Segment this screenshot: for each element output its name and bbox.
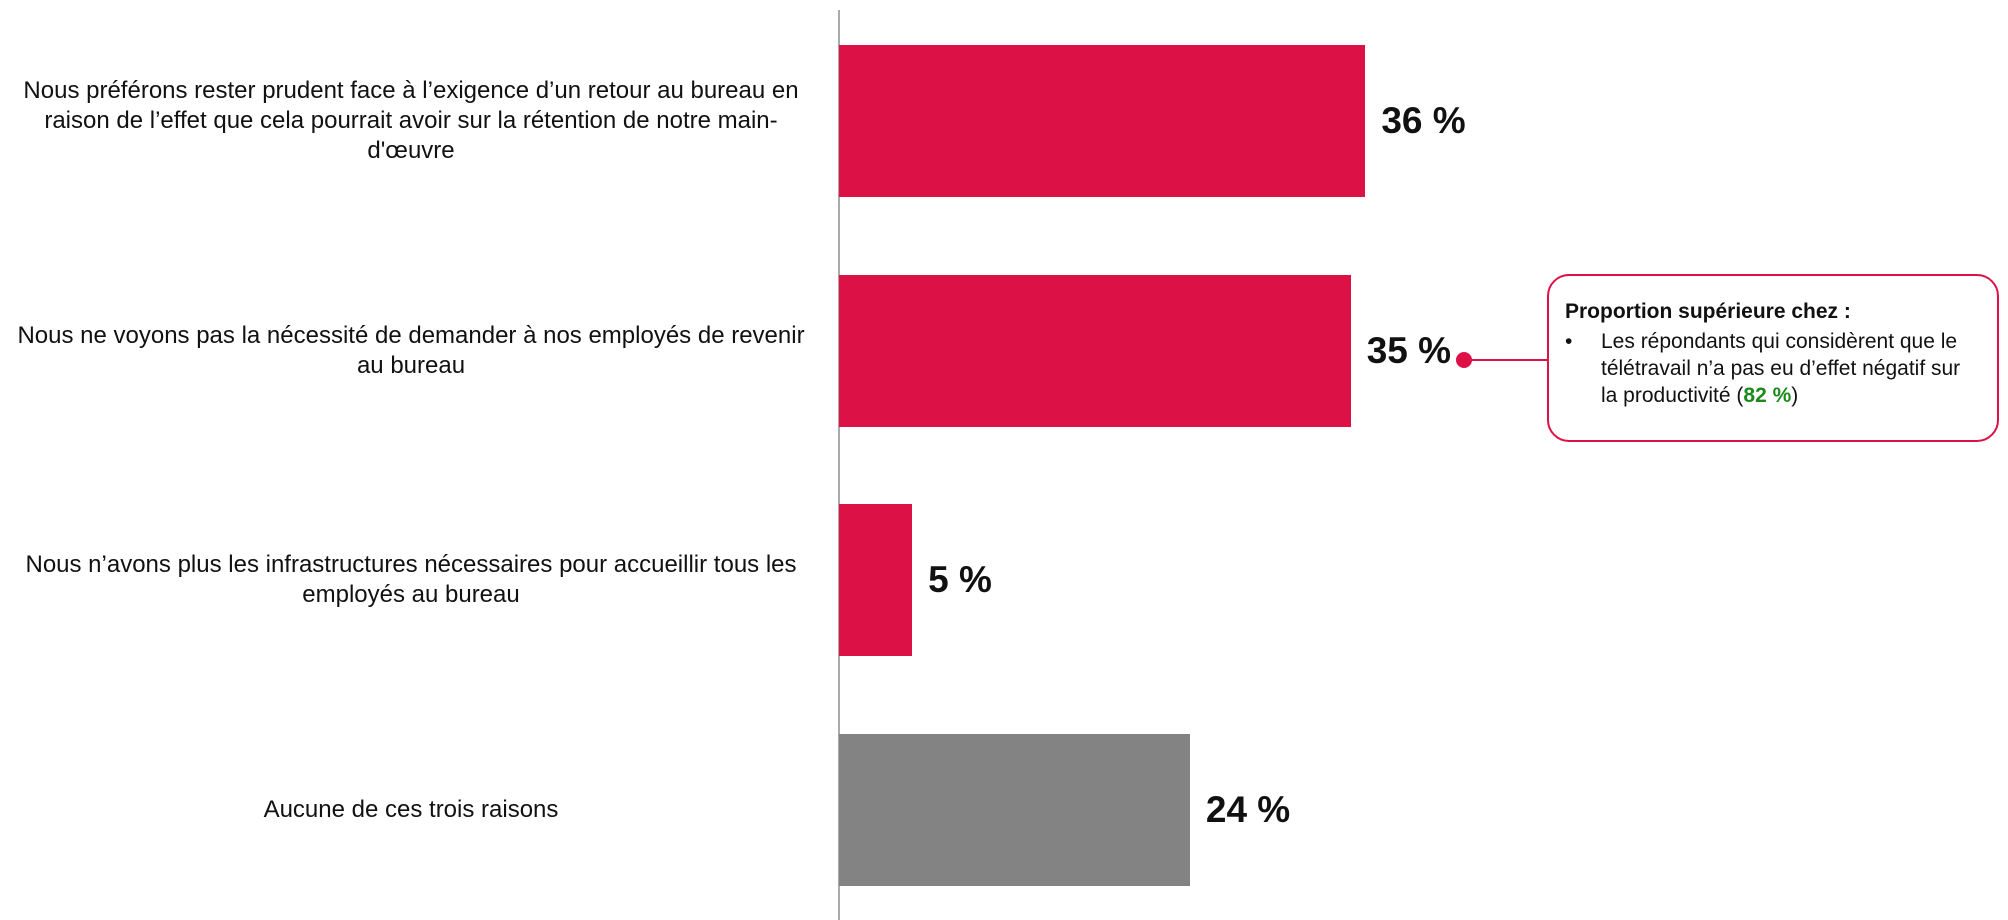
callout-highlight: 82 % bbox=[1743, 384, 1792, 407]
bar bbox=[839, 45, 1366, 197]
bar bbox=[839, 733, 1190, 886]
category-label: Aucune de ces trois raisons bbox=[263, 795, 559, 823]
category-label: Nous préférons rester prudent face à l’e… bbox=[23, 77, 799, 164]
callout-text-part: ) bbox=[1791, 384, 1799, 407]
callout-connector bbox=[1464, 359, 1548, 361]
callout-text-part: Les répondants qui considèrent que le té… bbox=[1601, 330, 1961, 407]
value-label: 24 % bbox=[1205, 788, 1291, 830]
category-label: Nous n’avons plus les infrastructures né… bbox=[25, 551, 797, 608]
value-label: 35 % bbox=[1366, 329, 1452, 371]
callout-title: Proportion supérieure chez : bbox=[1565, 300, 1851, 323]
bar bbox=[839, 504, 913, 656]
callout-text: Les répondants qui considèrent que le té… bbox=[1565, 328, 1981, 409]
value-label: 36 % bbox=[1381, 100, 1466, 141]
category-label: Nous ne voyons pas la nécessité de deman… bbox=[17, 321, 805, 379]
callout-dot bbox=[1456, 352, 1472, 368]
value-label: 5 % bbox=[928, 559, 992, 600]
callout: Proportion supérieure chez : Les réponda… bbox=[1547, 274, 1999, 442]
axis-line bbox=[838, 10, 840, 920]
bar bbox=[839, 274, 1351, 427]
